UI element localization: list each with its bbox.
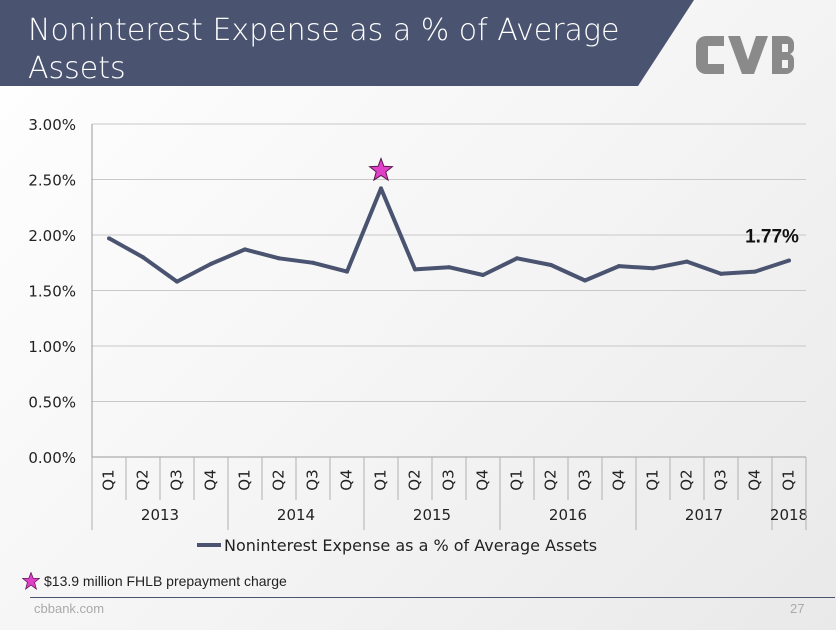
y-tick-label: 3.00% [28, 116, 76, 134]
year-label: 2014 [277, 506, 315, 524]
x-tick-label: Q1 [236, 469, 254, 490]
page-number: 27 [790, 601, 805, 616]
data-point [141, 255, 145, 260]
footnote: $13.9 million FHLB prepayment charge [22, 572, 287, 590]
footer-divider [30, 597, 835, 598]
x-tick-label: Q3 [440, 469, 458, 490]
y-tick-label: 2.00% [28, 227, 76, 245]
data-point [685, 259, 689, 264]
data-point [379, 186, 383, 191]
y-tick-label: 1.50% [28, 283, 76, 301]
legend: Noninterest Expense as a % of Average As… [197, 536, 597, 555]
x-tick-label: Q2 [134, 469, 152, 490]
y-tick-label: 0.50% [28, 394, 76, 412]
x-tick-label: Q1 [508, 469, 526, 490]
data-point [107, 236, 111, 241]
x-tick-label: Q4 [610, 469, 628, 490]
title-banner [0, 0, 694, 86]
data-point [345, 269, 349, 274]
x-tick-label: Q1 [372, 469, 390, 490]
legend-label: Noninterest Expense as a % of Average As… [224, 536, 597, 555]
line-chart: 0.00% 0.50% 1.00% 1.50% 2.00% 2.50% 3.00% Q1 Q2… [28, 116, 808, 555]
x-tick-label: Q2 [542, 469, 560, 490]
x-tick-label: Q2 [678, 469, 696, 490]
data-point [175, 279, 179, 284]
data-point [311, 260, 315, 265]
star-icon [22, 572, 40, 590]
x-tick-label: Q3 [576, 469, 594, 490]
y-tick-label: 0.00% [28, 449, 76, 467]
data-points [107, 186, 791, 284]
data-point [243, 247, 247, 252]
title-bar [0, 0, 694, 86]
data-point [277, 256, 281, 261]
x-tick-label: Q2 [270, 469, 288, 490]
x-tick-label: Q1 [100, 469, 118, 490]
data-point [447, 265, 451, 270]
y-tick-label: 2.50% [28, 172, 76, 190]
data-point [515, 256, 519, 261]
y-tick-label: 1.00% [28, 338, 76, 356]
y-axis-ticks: 0.00% 0.50% 1.00% 1.50% 2.00% 2.50% 3.00% [28, 116, 76, 467]
data-point [481, 272, 485, 277]
x-tick-label: Q2 [406, 469, 424, 490]
x-tick-label: Q4 [746, 469, 764, 490]
x-tick-label: Q3 [304, 469, 322, 490]
year-label: 2016 [549, 506, 587, 524]
x-tick-label: Q3 [168, 469, 186, 490]
x-tick-label: Q4 [338, 469, 356, 490]
year-label: 2018 [770, 506, 808, 524]
data-point [583, 278, 587, 283]
data-point [413, 267, 417, 272]
year-label: 2013 [141, 506, 179, 524]
data-point [719, 271, 723, 276]
data-point [549, 262, 553, 267]
year-label: 2015 [413, 506, 451, 524]
x-tick-label: Q3 [712, 469, 730, 490]
x-tick-label: Q4 [474, 469, 492, 490]
footer-website: cbbank.com [34, 601, 105, 616]
data-point [617, 264, 621, 269]
data-point [651, 266, 655, 271]
x-tick-label: Q1 [780, 469, 798, 490]
x-tick-label: Q4 [202, 469, 220, 490]
slide-title: Noninterest Expense as a % of Average As… [28, 13, 620, 86]
last-value-label: 1.77% [745, 227, 799, 248]
x-tick-label: Q1 [644, 469, 662, 490]
gridlines [92, 123, 806, 458]
cvb-logo-icon [696, 36, 795, 74]
data-point [787, 258, 791, 263]
footnote-text: $13.9 million FHLB prepayment charge [44, 573, 287, 589]
data-point [753, 269, 757, 274]
year-label: 2017 [685, 506, 723, 524]
star-icon [368, 156, 394, 182]
x-axis: Q1 Q2 Q3 Q4 Q1 Q2 Q3 Q4 Q1 Q2 Q3 Q4 Q1 Q2 Q3 Q4 Q1 Q2 Q3 Q4… [91, 124, 808, 530]
data-point [209, 261, 213, 266]
